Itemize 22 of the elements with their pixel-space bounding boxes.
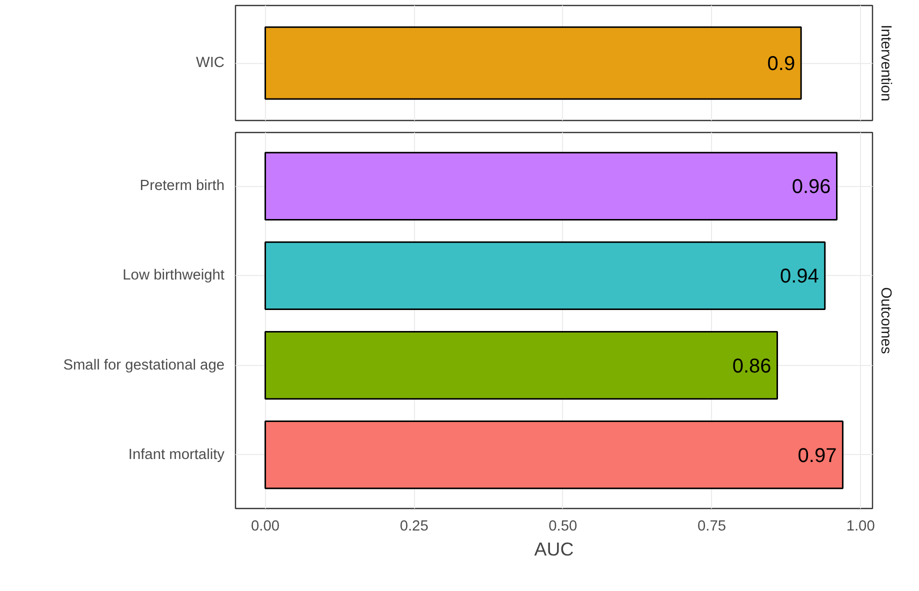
x-tick-label: 1.00 [846,518,875,534]
bar [264,330,778,400]
y-tick-label: Low birthweight [122,268,225,284]
data-label: 0.97 [798,444,837,467]
x-tick-label: 0.00 [251,518,280,534]
x-tick-label: 0.50 [548,518,578,534]
data-label: 0.94 [780,266,819,288]
data-label: 0.86 [732,355,772,378]
text: Intervention [878,24,894,102]
x-axis-title: AUC [534,538,574,560]
x-tick-label: 0.75 [698,518,726,534]
bar [264,241,826,310]
data-label: 0.9 [767,53,796,75]
bar [264,420,844,490]
y-tick-label: Small for gestational age [63,357,224,374]
y-tick-label: Preterm birth [140,178,224,194]
text: Outcomes [878,287,894,354]
y-tick-label: WIC [196,55,225,71]
y-tick-label: Infant mortality [128,446,226,463]
x-tick-label: 0.25 [400,518,428,534]
data-label: 0.96 [792,176,831,198]
bar [264,152,838,221]
